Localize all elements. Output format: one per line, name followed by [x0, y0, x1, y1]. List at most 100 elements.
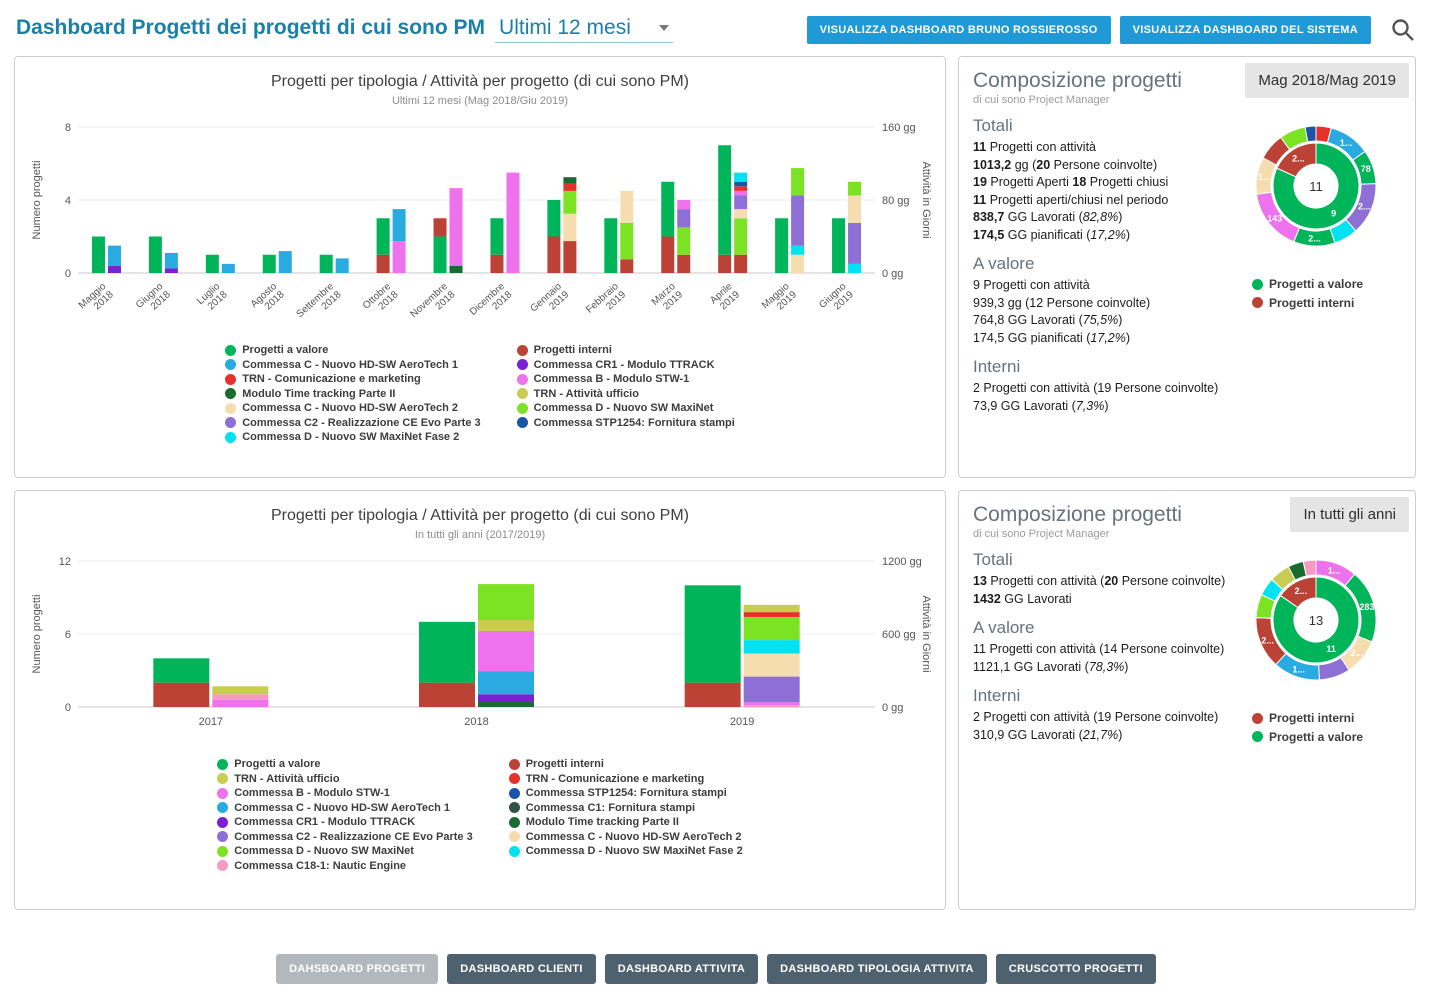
legend-item-interni[interactable]: Progetti interni — [1252, 711, 1363, 726]
legend-label: Commessa C2 - Realizzazione CE Evo Parte… — [242, 416, 481, 429]
dashboard-grid: Progetti per tipologia / Attività per pr… — [0, 52, 1432, 910]
legend-item-trn_uff[interactable]: TRN - Attività ufficio — [516, 387, 735, 402]
legend-item-maxinet[interactable]: Commessa D - Nuovo SW MaxiNet — [516, 401, 735, 416]
legend-item-aerotech1[interactable]: Commessa C - Nuovo HD-SW AeroTech 1 — [217, 801, 472, 816]
legend-item-stampi[interactable]: Commessa STP1254: Fornitura stampi — [508, 786, 743, 801]
legend-item-nautic[interactable]: Commessa C18-1: Nautic Engine — [217, 859, 472, 874]
svg-text:2017: 2017 — [198, 716, 222, 728]
bar-chart-tutti-gli-anni[interactable]: 0 0 gg 6 600 gg 12 1200 gg Numero progetti Atti… — [28, 549, 933, 731]
legend-item-c2evo[interactable]: Commessa C2 - Realizzazione CE Evo Parte… — [225, 416, 481, 431]
legend-item-aerotech2[interactable]: Commessa C - Nuovo HD-SW AeroTech 2 — [508, 830, 743, 845]
stat-line: 1432 GG Lavorati — [973, 591, 1072, 606]
svg-text:12: 12 — [58, 556, 70, 568]
svg-text:0: 0 — [64, 702, 70, 714]
legend-color-icon — [225, 373, 237, 385]
composizione-stats: Totali 11 Progetti con attività 1013,2 gg … — [973, 116, 1241, 415]
svg-text:143: 143 — [1267, 213, 1282, 223]
period-dropdown[interactable]: Ultimi 12 mesi — [495, 16, 673, 43]
legend-item-c2evo[interactable]: Commessa C2 - Realizzazione CE Evo Parte… — [217, 830, 473, 845]
legend-label: TRN - Comunicazione e marketing — [525, 772, 705, 785]
svg-text:0 gg: 0 gg — [882, 702, 903, 714]
svg-text:Luglio2018: Luglio2018 — [195, 281, 230, 316]
stat-line: 174,5 GG pianificati (17,2%) — [973, 227, 1131, 242]
svg-text:78: 78 — [1360, 164, 1370, 174]
bar-chart-ultimi-12-mesi[interactable]: 0 0 gg 4 80 gg 8 160 gg Numero progetti Attivit… — [28, 115, 933, 337]
svg-text:Maggio2019: Maggio2019 — [759, 281, 798, 320]
legend-label: TRN - Attività ufficio — [234, 772, 340, 785]
chart-title: Progetti per tipologia / Attività per pr… — [271, 507, 689, 524]
legend-label: Commessa D - Nuovo SW MaxiNet Fase 2 — [525, 845, 743, 857]
legend-item-interni[interactable]: Progetti interni — [508, 757, 743, 772]
legend-label: Modulo Time tracking Parte II — [525, 816, 679, 828]
stat-line: 2 Progetti con attività (19 Persone coin… — [973, 381, 1219, 395]
legend-color-icon — [217, 802, 229, 814]
legend-item-aerotech1[interactable]: Commessa C - Nuovo HD-SW AeroTech 1 — [225, 358, 480, 373]
legend-item-stw1[interactable]: Commessa B - Modulo STW-1 — [516, 372, 735, 387]
legend-color-icon — [217, 831, 229, 843]
stat-line: 11 Progetti aperti/chiusi nel periodo — [973, 192, 1169, 207]
footer-button-dashboard-attivita[interactable]: DASHBOARD ATTIVITA — [604, 954, 759, 984]
composizione-title: Composizione progetti — [973, 503, 1182, 526]
panel-chart-tutti-gli-anni: Progetti per tipologia / Attività per pr… — [14, 490, 946, 910]
legend-item-trn_com[interactable]: TRN - Comunicazione e marketing — [225, 372, 480, 387]
svg-text:2019: 2019 — [729, 716, 753, 728]
legend-label: Commessa C - Nuovo HD-SW AeroTech 1 — [234, 801, 451, 814]
legend-item-stampi[interactable]: Commessa STP1254: Fornitura stampi — [516, 416, 735, 431]
svg-text:8: 8 — [64, 122, 70, 134]
legend-label: Progetti a valore — [242, 344, 329, 356]
legend-item-valore[interactable]: Progetti a valore — [1252, 277, 1363, 292]
legend-color-icon — [516, 359, 528, 371]
legend-label: Progetti a valore — [1269, 729, 1364, 744]
section-heading: A valore — [973, 254, 1035, 273]
search-button[interactable] — [1390, 17, 1416, 43]
legend-item-timetracking[interactable]: Modulo Time tracking Parte II — [225, 387, 480, 402]
footer-button-dashboard-tipologia-attivita[interactable]: DASHBOARD TIPOLOGIA ATTIVITA — [767, 954, 987, 984]
legend-item-interni[interactable]: Progetti interni — [1252, 296, 1363, 311]
legend-item-aerotech2[interactable]: Commessa C - Nuovo HD-SW AeroTech 2 — [225, 401, 480, 416]
stat-line: 939,3 gg (12 Persone coinvolte) — [973, 295, 1151, 310]
legend-item-ttrack[interactable]: Commessa CR1 - Modulo TTRACK — [217, 815, 472, 830]
svg-text:80 gg: 80 gg — [882, 195, 910, 207]
legend-label: TRN - Attività ufficio — [533, 387, 639, 400]
stat-line: 1121,1 GG Lavorati (78,3%) — [973, 659, 1129, 674]
visualizza-dashboard-del-sistema-button[interactable]: VISUALIZZA DASHBOARD DEL SISTEMA — [1119, 16, 1371, 44]
legend-label: Progetti interni — [1269, 295, 1355, 310]
footer-button-dashboard-clienti[interactable]: DASHBOARD CLIENTI — [447, 954, 596, 984]
stat-line: 13 Progetti con attività (20 Persone coi… — [973, 574, 1226, 588]
donut-chart-composizione-tutti-gli-anni[interactable]: 11 2... 1... 283 2... 1... 2... 13 — [1241, 545, 1391, 695]
legend-color-icon — [508, 816, 520, 828]
legend-color-icon — [225, 344, 237, 356]
legend-item-c1stampi[interactable]: Commessa C1: Fornitura stampi — [508, 801, 743, 816]
composizione-subtitle: di cui sono Project Manager — [973, 94, 1110, 106]
legend-item-valore[interactable]: Progetti a valore — [1252, 730, 1363, 745]
legend-color-icon — [1252, 297, 1263, 309]
legend-item-ttrack[interactable]: Commessa CR1 - Modulo TTRACK — [516, 358, 735, 373]
legend-item-maxinet[interactable]: Commessa D - Nuovo SW MaxiNet — [217, 844, 472, 859]
composizione-chart-area: 9 2... 1... 78 2... 2... 143 1... 11 Progetti a … — [1228, 111, 1403, 310]
legend-item-trn_uff[interactable]: TRN - Attività ufficio — [217, 772, 472, 787]
stat-line: 11 Progetti con attività — [973, 140, 1096, 154]
period-dropdown-value: Ultimi 12 mesi — [499, 16, 631, 39]
footer-button-dahsboard-progetti[interactable]: DAHSBOARD PROGETTI — [276, 954, 439, 984]
section-heading: Interni — [973, 357, 1021, 376]
legend-item-trn_com[interactable]: TRN - Comunicazione e marketing — [508, 772, 743, 787]
legend-item-interni[interactable]: Progetti interni — [516, 343, 735, 358]
footer-button-cruscotto-progetti[interactable]: CRUSCOTTO PROGETTI — [995, 954, 1156, 984]
legend-item-maxinet2[interactable]: Commessa D - Nuovo SW MaxiNet Fase 2 — [225, 430, 480, 445]
svg-text:Ottobre2018: Ottobre2018 — [360, 281, 400, 320]
legend-item-valore[interactable]: Progetti a valore — [225, 343, 480, 358]
legend-item-valore[interactable]: Progetti a valore — [217, 757, 472, 772]
legend-label: Progetti a valore — [1269, 277, 1364, 291]
legend-item-stw1[interactable]: Commessa B - Modulo STW-1 — [217, 786, 472, 801]
svg-text:1...: 1... — [1258, 172, 1271, 182]
legend-item-timetracking[interactable]: Modulo Time tracking Parte II — [508, 815, 743, 830]
donut-chart-composizione-periodo[interactable]: 9 2... 1... 78 2... 2... 143 1... 11 — [1241, 111, 1391, 261]
footer-navigation: DAHSBOARD PROGETTI DASHBOARD CLIENTI DASHB… — [0, 954, 1432, 984]
legend-color-icon — [225, 431, 237, 443]
legend-label: Commessa CR1 - Modulo TTRACK — [533, 358, 715, 371]
stat-line: 1013,2 gg (20 Persone coinvolte) — [973, 157, 1158, 172]
legend-item-maxinet2[interactable]: Commessa D - Nuovo SW MaxiNet Fase 2 — [508, 844, 743, 859]
svg-text:Maggio2018: Maggio2018 — [76, 281, 115, 320]
svg-text:2...: 2... — [1261, 635, 1274, 645]
visualizza-dashboard-bruno-rossierosso-button[interactable]: VISUALIZZA DASHBOARD BRUNO ROSSIEROSSO — [806, 16, 1111, 44]
